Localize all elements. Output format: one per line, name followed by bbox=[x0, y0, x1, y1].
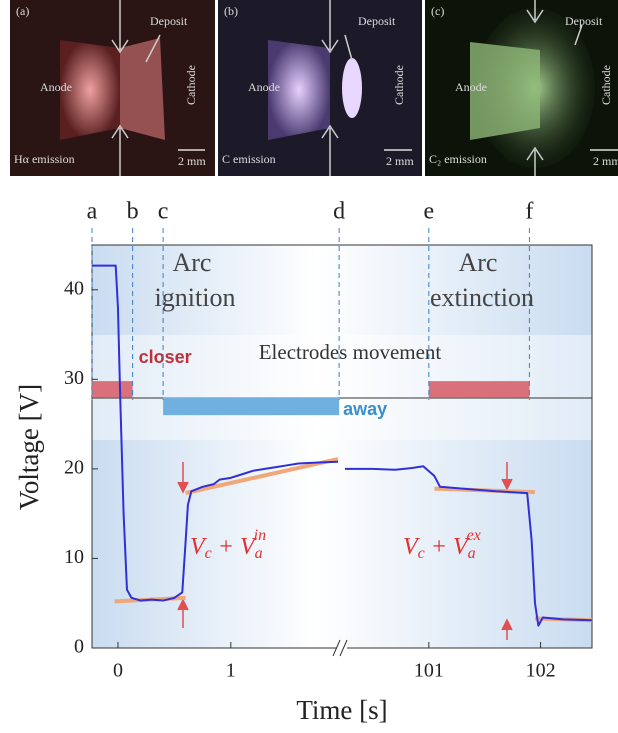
y-tick-label: 20 bbox=[64, 456, 84, 478]
emission-label: C emission bbox=[222, 152, 276, 166]
annotation-part: c bbox=[418, 545, 425, 562]
annotation-part: V bbox=[403, 534, 420, 560]
x-tick-label: 0 bbox=[113, 660, 123, 682]
fit-line bbox=[185, 457, 339, 496]
y-axis-label: Voltage [V] bbox=[14, 384, 44, 510]
phase-label: ignition bbox=[155, 283, 236, 312]
event-label: d bbox=[333, 199, 345, 225]
y-tick-label: 30 bbox=[64, 367, 84, 389]
panel-tag: (c) bbox=[431, 4, 444, 18]
plasma bbox=[120, 38, 165, 140]
axis-break-gap bbox=[337, 640, 347, 656]
anode-glow bbox=[268, 40, 330, 140]
annotation-part: ex bbox=[467, 527, 481, 544]
y-tick-label: 40 bbox=[64, 277, 84, 299]
movement-bar bbox=[428, 381, 530, 398]
event-label: c bbox=[158, 199, 169, 225]
phase-label: Arc bbox=[459, 248, 498, 277]
y-tick-label: 0 bbox=[74, 636, 84, 658]
scale-label: 2 mm bbox=[593, 154, 618, 168]
arrows bbox=[111, 0, 583, 176]
x-axis-label: Time [s] bbox=[296, 695, 387, 725]
cathode-label: Cathode bbox=[599, 65, 613, 105]
movement-label: closer bbox=[139, 347, 192, 367]
annotation: Vc + Vain bbox=[190, 527, 266, 562]
event-label: e bbox=[423, 199, 434, 225]
scale-label: 2 mm bbox=[178, 154, 206, 168]
cathode-label: Cathode bbox=[392, 65, 406, 105]
annotation-part: a bbox=[255, 545, 263, 562]
movement-bar bbox=[163, 397, 340, 416]
movement-label: away bbox=[343, 399, 387, 419]
annotation-part: V bbox=[190, 534, 207, 560]
annotation-part: + V bbox=[425, 534, 470, 560]
voltage-line bbox=[345, 465, 593, 627]
plot-bg bbox=[92, 245, 592, 648]
phase-label: extinction bbox=[430, 283, 534, 312]
x-tick-label: 101 bbox=[414, 660, 444, 682]
deposit-label: Deposit bbox=[565, 14, 603, 28]
annotation-part: + V bbox=[212, 534, 257, 560]
anode-label: Anode bbox=[248, 80, 280, 94]
movement-bar bbox=[92, 381, 133, 398]
scale-label: 2 mm bbox=[386, 154, 414, 168]
emission-label: Hα emission bbox=[14, 152, 75, 166]
emission-label: C₂ emission bbox=[429, 152, 487, 166]
voltage-line bbox=[92, 264, 339, 602]
anode-glow bbox=[470, 42, 540, 140]
panel-tag: (a) bbox=[16, 4, 29, 18]
annotation: Vc + Vaex bbox=[403, 527, 481, 562]
plasma bbox=[342, 58, 362, 118]
y-tick-label: 10 bbox=[64, 546, 84, 568]
photo-panels bbox=[10, 0, 618, 176]
event-label: a bbox=[87, 199, 98, 225]
deposit-label: Deposit bbox=[150, 14, 188, 28]
anode-label: Anode bbox=[40, 80, 72, 94]
anode-glow bbox=[60, 40, 120, 140]
movement-title: Electrodes movement bbox=[259, 340, 442, 364]
marker-arrows bbox=[177, 462, 513, 640]
axis-break bbox=[332, 639, 348, 657]
anode-label: Anode bbox=[455, 80, 487, 94]
deposit-label: Deposit bbox=[358, 14, 396, 28]
annotation-part: a bbox=[468, 545, 476, 562]
event-label: f bbox=[525, 199, 533, 225]
event-label: b bbox=[127, 199, 139, 225]
x-tick-label: 102 bbox=[526, 660, 556, 682]
annotation-part: in bbox=[254, 527, 266, 544]
cathode-label: Cathode bbox=[184, 65, 198, 105]
panel-tag: (b) bbox=[224, 4, 238, 18]
phase-label: Arc bbox=[173, 248, 212, 277]
x-tick-label: 1 bbox=[226, 660, 236, 682]
annotation-part: c bbox=[205, 545, 212, 562]
